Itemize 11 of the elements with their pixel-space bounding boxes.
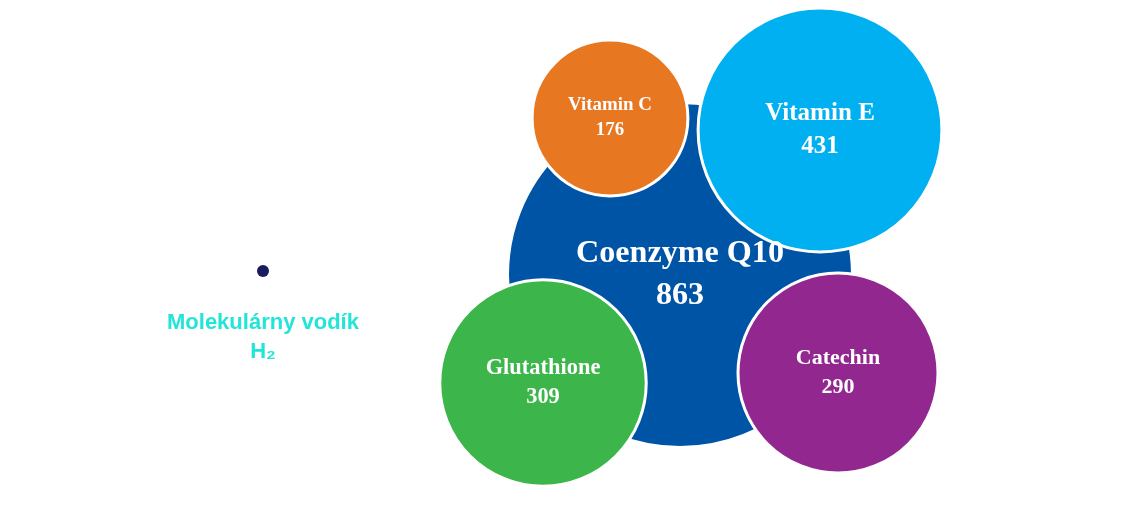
- data-label: 176: [595, 118, 625, 140]
- category-label: Vitamin C: [568, 93, 652, 115]
- category-label: Molekulárny vodík H₂: [167, 309, 360, 363]
- data-label: 863: [655, 274, 705, 311]
- category-label: Coenzyme Q10: [576, 233, 784, 270]
- data-label: 290: [821, 372, 855, 398]
- category-label: Vitamin E: [765, 97, 875, 125]
- data-label: 309: [526, 383, 560, 409]
- category-label: Catechin: [795, 344, 881, 370]
- data-label: 431: [801, 130, 839, 158]
- category-label: Glutathione: [485, 354, 601, 380]
